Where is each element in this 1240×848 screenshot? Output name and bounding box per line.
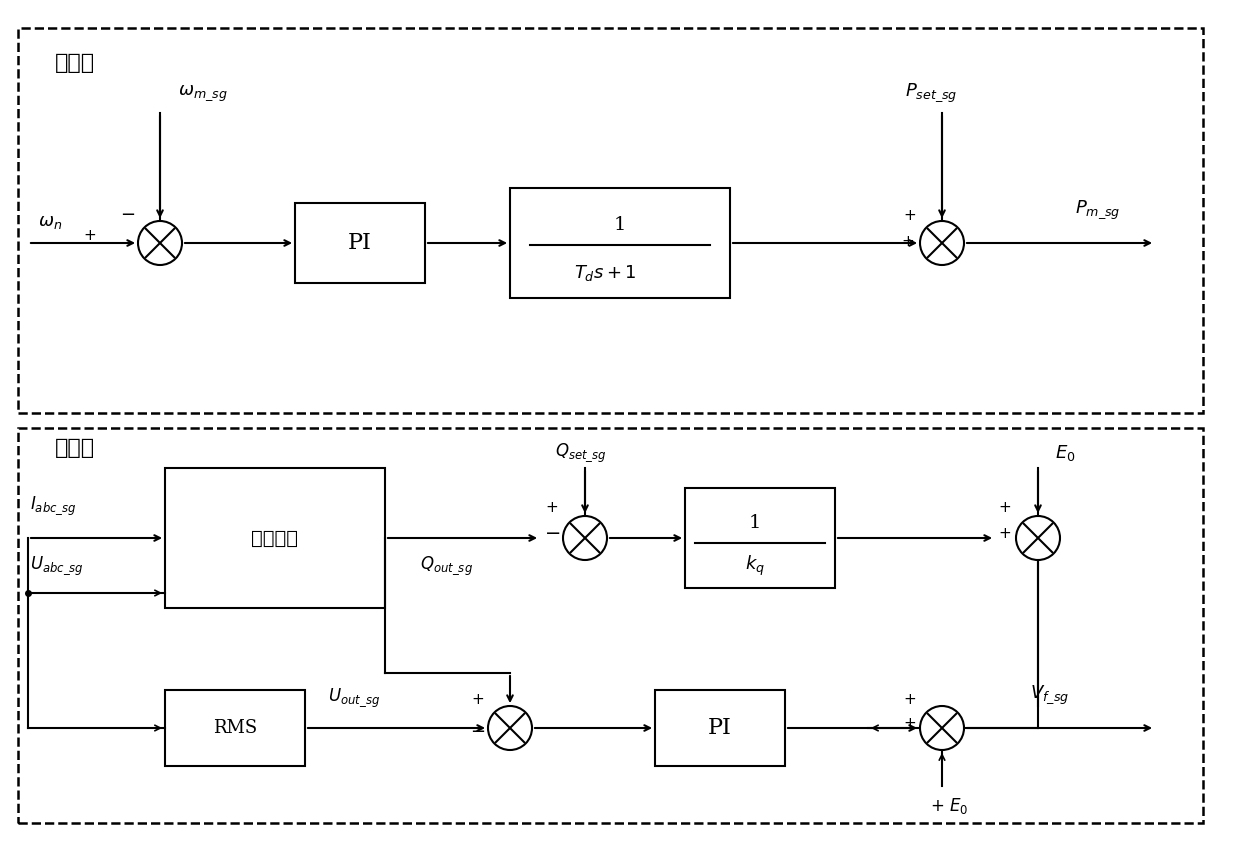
Text: 1: 1: [749, 514, 761, 532]
Text: $P_{set\_sg}$: $P_{set\_sg}$: [905, 81, 957, 104]
Text: −: −: [544, 525, 562, 544]
Text: $V_{f\_sg}$: $V_{f\_sg}$: [1030, 683, 1069, 706]
Text: +: +: [904, 693, 916, 707]
Text: $U_{out\_sg}$: $U_{out\_sg}$: [329, 687, 379, 709]
Circle shape: [563, 516, 608, 560]
Text: −: −: [120, 206, 135, 224]
Text: +: +: [83, 227, 97, 243]
Text: 功率计算: 功率计算: [252, 528, 299, 548]
Text: +: +: [546, 500, 558, 516]
Circle shape: [1016, 516, 1060, 560]
Bar: [684, 488, 835, 588]
Bar: [165, 690, 305, 766]
Text: $U_{abc\_sg}$: $U_{abc\_sg}$: [30, 555, 84, 577]
Text: +: +: [471, 693, 485, 707]
Text: +: +: [998, 500, 1012, 516]
Text: 1: 1: [614, 216, 626, 234]
Text: $+\ E_0$: $+\ E_0$: [930, 796, 968, 816]
Bar: [19, 28, 1203, 413]
Text: +: +: [901, 233, 914, 248]
Circle shape: [138, 221, 182, 265]
Text: −: −: [470, 723, 486, 741]
Text: $\omega_n$: $\omega_n$: [38, 213, 62, 231]
Text: $\omega_{m\_sg}$: $\omega_{m\_sg}$: [179, 83, 228, 103]
Circle shape: [920, 706, 963, 750]
Text: +: +: [904, 717, 916, 732]
Bar: [655, 690, 785, 766]
Text: 调速器: 调速器: [55, 53, 95, 73]
Bar: [295, 203, 425, 283]
Text: $I_{abc\_sg}$: $I_{abc\_sg}$: [30, 494, 77, 517]
Circle shape: [489, 706, 532, 750]
Text: PI: PI: [348, 232, 372, 254]
Text: $P_{m\_sg}$: $P_{m\_sg}$: [1075, 198, 1121, 221]
Bar: [510, 188, 730, 298]
Circle shape: [920, 221, 963, 265]
Text: 励磁器: 励磁器: [55, 438, 95, 458]
Bar: [19, 428, 1203, 823]
Text: $Q_{out\_sg}$: $Q_{out\_sg}$: [420, 555, 472, 577]
Text: +: +: [904, 208, 916, 222]
Text: $k_q$: $k_q$: [745, 554, 765, 578]
Text: RMS: RMS: [213, 719, 257, 737]
Text: $T_d s+1$: $T_d s+1$: [574, 263, 636, 283]
Text: +: +: [998, 527, 1012, 542]
Bar: [165, 468, 384, 608]
Text: $E_0$: $E_0$: [1055, 443, 1075, 463]
Text: PI: PI: [708, 717, 732, 739]
Text: $Q_{set\_sg}$: $Q_{set\_sg}$: [556, 442, 606, 464]
